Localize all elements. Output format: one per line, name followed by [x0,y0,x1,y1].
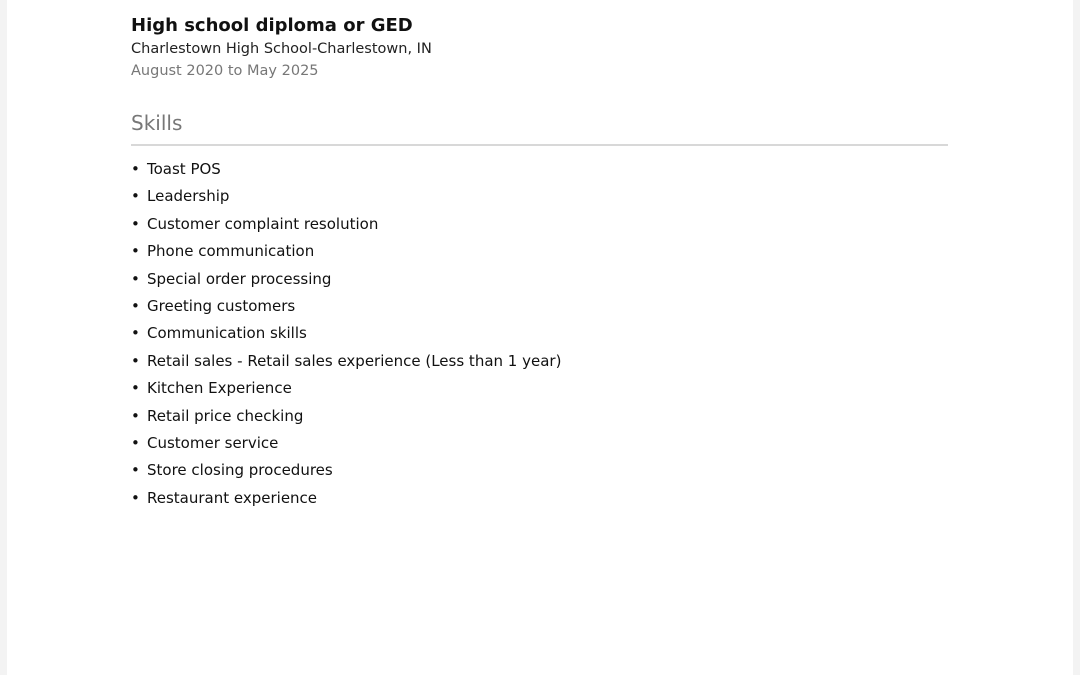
skill-item: • Retail price checking [131,403,948,430]
bullet-icon: • [131,461,140,480]
skill-label: Leadership [147,187,230,206]
bullet-icon: • [131,488,140,507]
skill-item: • Customer service [131,430,948,457]
skill-label: Customer service [147,434,279,453]
bullet-icon: • [131,214,140,233]
bullet-icon: • [131,379,140,398]
skill-label: Store closing procedures [147,461,333,480]
bullet-icon: • [131,406,140,425]
skill-item: • Retail sales - Retail sales experience … [131,348,948,375]
bullet-icon: • [131,160,140,178]
resume-content: High school diploma or GED Charlestown H… [131,14,948,512]
skill-label: Phone communication [147,242,315,261]
skill-label: Special order processing [147,269,332,288]
skill-item: • Toast POS [131,156,948,183]
education-degree: High school diploma or GED [131,15,413,36]
bullet-icon: • [131,351,140,370]
skill-label: Restaurant experience [147,488,318,507]
skill-label: Retail sales - Retail sales experience (… [147,351,562,370]
bullet-icon: • [131,434,140,453]
skill-label: Greeting customers [147,297,296,316]
skill-label: Kitchen Experience [147,379,292,398]
skill-item: • Phone communication [131,238,948,265]
skill-item: • Communication skills [131,320,948,347]
resume-page: High school diploma or GED Charlestown H… [7,0,1073,675]
skill-item: • Store closing procedures [131,457,948,484]
bullet-icon: • [131,269,140,288]
bullet-icon: • [131,187,140,206]
skill-item: • Leadership [131,183,948,210]
bullet-icon: • [131,324,140,343]
education-dates: August 2020 to May 2025 [131,63,319,79]
education-school: Charlestown High School-Charlestown, IN [131,41,432,57]
skill-label: Customer complaint resolution [147,214,379,233]
skill-item: • Kitchen Experience [131,375,948,402]
bullet-icon: • [131,297,140,316]
skill-item: • Special order processing [131,266,948,293]
skill-label: Communication skills [147,324,307,343]
skill-label: Retail price checking [147,406,304,425]
skill-label: Toast POS [147,160,221,178]
skills-list: • Toast POS • Leadership • Customer complaint… [131,156,948,512]
skill-item: • Customer complaint resolution [131,211,948,238]
skill-item: • Greeting customers [131,293,948,320]
skill-item: • Restaurant experience [131,485,948,512]
skills-heading: Skills [131,108,948,146]
bullet-icon: • [131,242,140,261]
